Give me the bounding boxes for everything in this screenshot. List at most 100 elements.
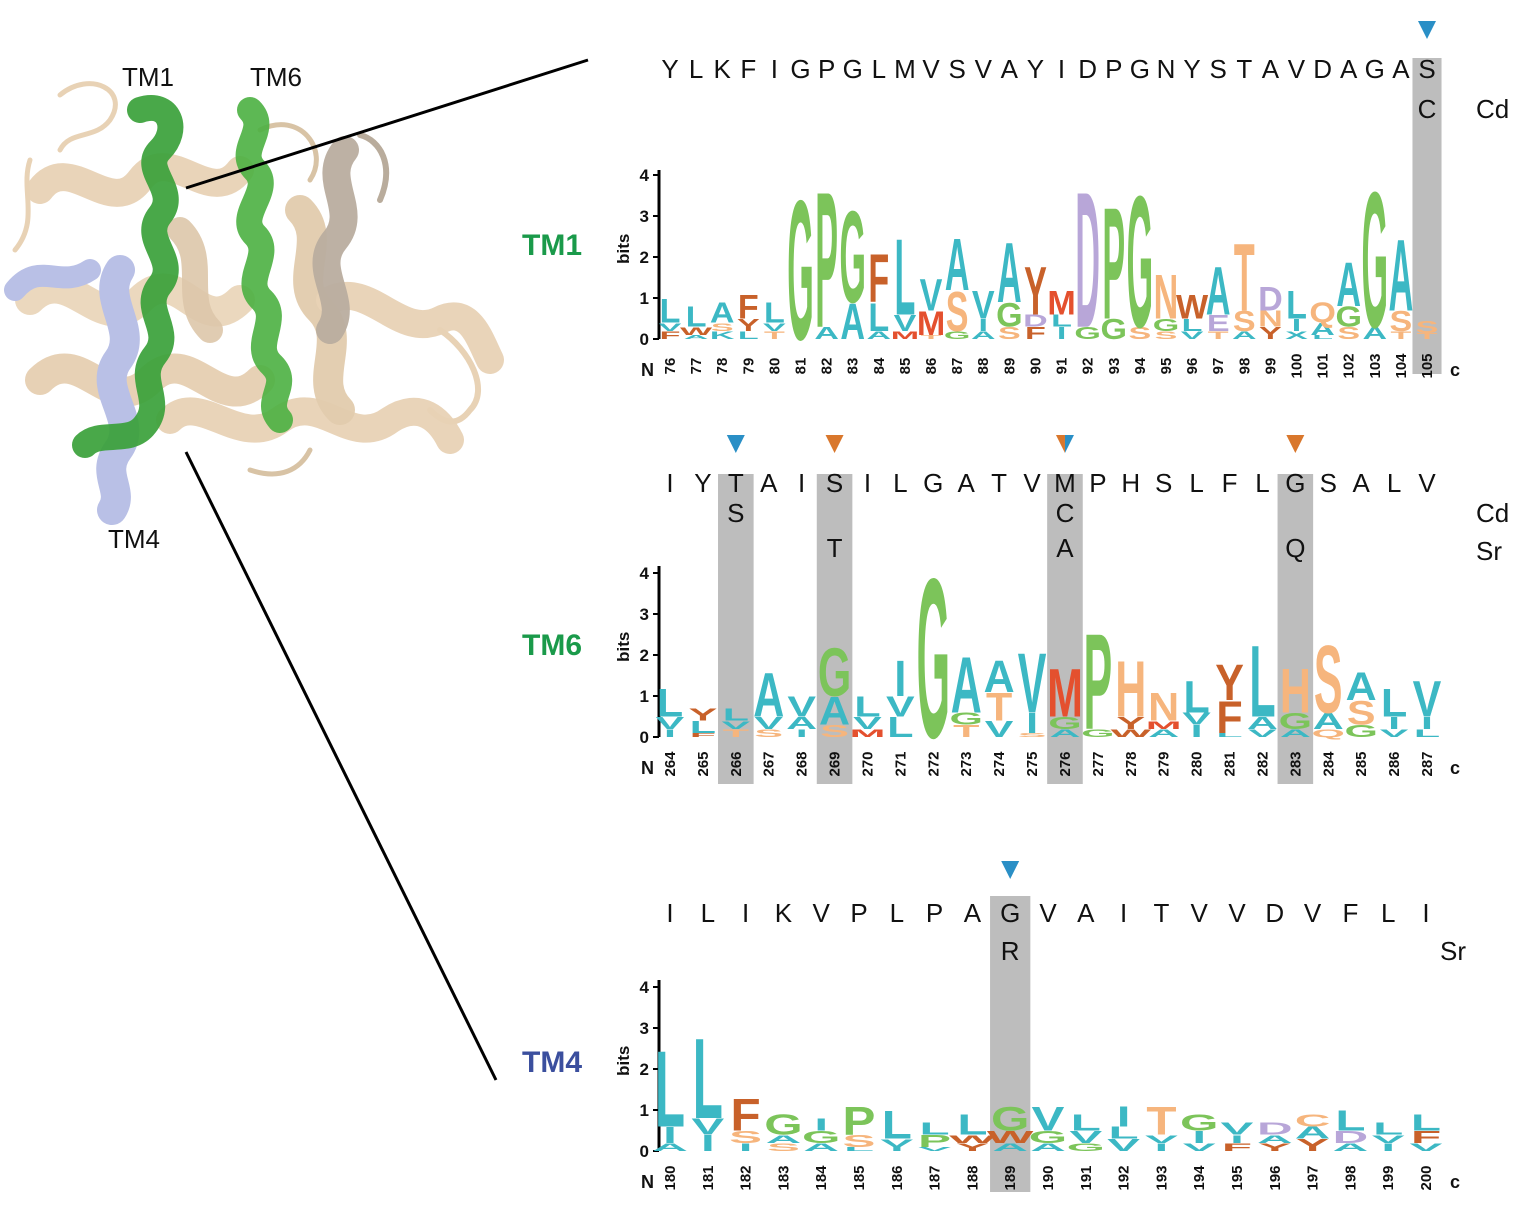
logo-letter: T bbox=[921, 334, 942, 340]
sequence-letter: A bbox=[1262, 54, 1280, 84]
n-terminus-label: N bbox=[641, 758, 654, 778]
position-label: 188 bbox=[964, 1165, 981, 1190]
position-label: 105 bbox=[1419, 353, 1436, 378]
logo-letter: A bbox=[867, 329, 892, 342]
position-label: 180 bbox=[662, 1165, 679, 1190]
position-label: 95 bbox=[1158, 358, 1175, 375]
protein-structure-cartoon: TM1 TM6 TM4 bbox=[4, 62, 504, 554]
sequence-letter: Y bbox=[694, 468, 711, 498]
sequence-letter: A bbox=[958, 468, 976, 498]
logo-letter: V bbox=[659, 321, 682, 334]
logo-letter: W bbox=[987, 1128, 1034, 1147]
logo-letter: S bbox=[1347, 695, 1376, 733]
logo-letter: V bbox=[920, 270, 943, 321]
position-label: 268 bbox=[794, 751, 811, 776]
logo-letter: V bbox=[1410, 1141, 1443, 1154]
variant-letter: A bbox=[1056, 533, 1074, 563]
logo-letter: I bbox=[1230, 1133, 1244, 1146]
logo-letter: V bbox=[787, 691, 816, 723]
logo-letter: A bbox=[1362, 324, 1387, 343]
sequence-letter: S bbox=[1320, 468, 1337, 498]
logo-letter: F bbox=[660, 329, 681, 342]
logo-letter: S bbox=[711, 321, 734, 334]
logo-letter: G bbox=[1335, 301, 1362, 333]
logo-letter: L bbox=[690, 717, 716, 736]
logo-panel-tm6: I Y T A I S I L G A T V M P H S L F L G S A L VS C CdT A Q SrTM60123… bbox=[522, 435, 1509, 786]
panel-title-tm1: TM1 bbox=[522, 229, 582, 262]
logo-letter: V bbox=[1413, 671, 1442, 728]
logo-letter: F bbox=[868, 241, 889, 317]
y-axis-label: bits bbox=[614, 234, 633, 264]
logo-letter: T bbox=[1146, 1098, 1176, 1143]
logo-letter: T bbox=[723, 727, 749, 740]
logo-letter: D bbox=[1333, 1128, 1369, 1147]
logo-letter: I bbox=[890, 1146, 904, 1152]
logo-letter: L bbox=[1109, 1123, 1139, 1142]
position-label: 102 bbox=[1341, 353, 1358, 378]
sequence-letter: L bbox=[1189, 468, 1203, 498]
sequence-letter: A bbox=[1001, 54, 1019, 84]
logo-letter: K bbox=[710, 329, 735, 342]
sequence-letter: G bbox=[1365, 54, 1385, 84]
logo-letter: G bbox=[1344, 721, 1377, 740]
sequence-letter: L bbox=[1255, 468, 1269, 498]
logo-letter: V bbox=[1181, 329, 1204, 342]
logo-letter: T bbox=[1417, 332, 1438, 341]
logo-letter: F bbox=[1216, 693, 1242, 743]
logo-letter: D bbox=[1075, 153, 1100, 369]
logo-letter: V bbox=[721, 719, 750, 732]
logo-panels: Y L K F I G P G L M V S V A Y I D P G N Y S T A V D A G A SC CdTM10123… bbox=[522, 21, 1509, 1192]
logo-letter: V bbox=[985, 717, 1014, 742]
position-label: 97 bbox=[1210, 358, 1227, 375]
y-tick-label: 0 bbox=[640, 1142, 649, 1161]
sequence-letter: T bbox=[1153, 898, 1169, 928]
position-label: 89 bbox=[1001, 358, 1018, 375]
sequence-letter: V bbox=[1288, 54, 1306, 84]
y-tick-label: 3 bbox=[640, 1019, 649, 1038]
zoom-line-bottom bbox=[184, 451, 498, 1081]
logo-letter: F bbox=[690, 732, 716, 738]
highlight-column bbox=[1412, 58, 1442, 374]
zoom-line-top bbox=[185, 58, 589, 190]
position-label: 104 bbox=[1393, 353, 1410, 379]
logo-letter: L bbox=[920, 1119, 950, 1138]
position-label: 283 bbox=[1287, 751, 1304, 776]
y-tick-label: 3 bbox=[640, 605, 649, 624]
logo-letter: S bbox=[820, 721, 849, 740]
logo-letter: F bbox=[1411, 1128, 1441, 1147]
logo-letter: I bbox=[1388, 713, 1400, 732]
sequence-letter: L bbox=[1387, 468, 1401, 498]
position-label: 272 bbox=[925, 751, 942, 776]
sequence-letter: D bbox=[1265, 898, 1284, 928]
logo-letter: A bbox=[1206, 254, 1231, 330]
logo-letter: V bbox=[880, 1137, 913, 1150]
logo-letter: M bbox=[891, 329, 919, 342]
logo-letter: P bbox=[1084, 606, 1113, 758]
logo-letter: G bbox=[764, 1109, 802, 1141]
sequence-letter: I bbox=[798, 468, 805, 498]
y-tick-label: 4 bbox=[640, 978, 650, 997]
position-label: 198 bbox=[1342, 1165, 1359, 1190]
logo-letter: Y bbox=[1296, 1136, 1329, 1155]
sequence-letter: S bbox=[1210, 54, 1227, 84]
logo-letter: V bbox=[1018, 637, 1047, 732]
logo-letter: A bbox=[1333, 1141, 1369, 1154]
sequence-letter: S bbox=[1418, 54, 1435, 84]
logo-letter: V bbox=[1221, 1119, 1254, 1138]
logo-letter: L bbox=[1411, 1110, 1441, 1135]
logo-letter: G bbox=[1279, 709, 1312, 734]
logo-letter: W bbox=[949, 1133, 996, 1146]
logo-letter: I bbox=[1026, 707, 1038, 739]
logo-letter: N bbox=[1258, 307, 1283, 332]
highlight-column bbox=[816, 474, 853, 784]
logo-letter: G bbox=[839, 184, 866, 330]
logo-letter: A bbox=[710, 297, 735, 329]
position-label: 77 bbox=[688, 358, 705, 375]
highlight-column bbox=[990, 896, 1031, 1192]
position-label: 199 bbox=[1380, 1165, 1397, 1190]
logo-letter: M bbox=[1047, 284, 1075, 322]
position-label: 264 bbox=[662, 751, 679, 777]
marker-triangle-left bbox=[1055, 435, 1065, 453]
position-label: 194 bbox=[1191, 1165, 1208, 1191]
position-label: 185 bbox=[851, 1165, 868, 1190]
